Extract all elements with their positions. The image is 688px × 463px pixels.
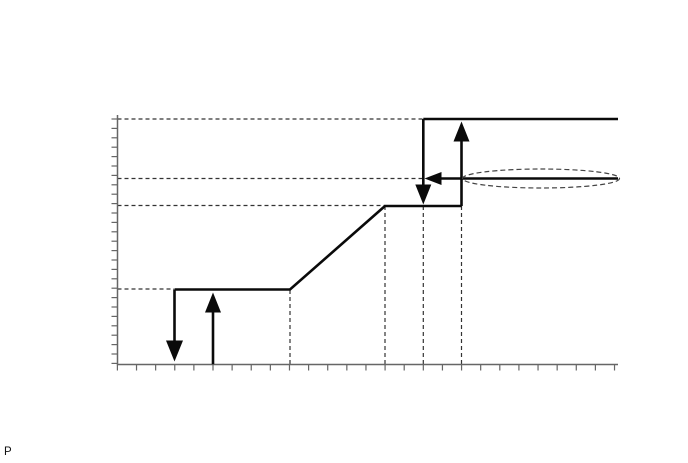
pressure-axis-label: P: [4, 446, 12, 458]
turn-off-transition-arrow-head: [166, 340, 183, 362]
curve-lower-branch: [174, 204, 462, 291]
fall-direction-arrow-head: [424, 172, 442, 185]
turn-on-transition-arrow-head: [205, 292, 221, 313]
highlight-ellipse: [461, 168, 621, 189]
step-up-transition-arrow-head: [453, 121, 470, 142]
step-down-transition-arrow-head: [415, 184, 432, 205]
